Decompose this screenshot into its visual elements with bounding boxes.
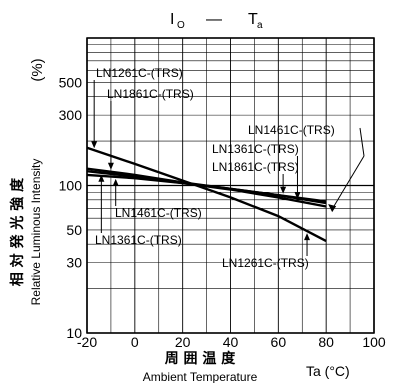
y-tick-label: 300 [59, 107, 83, 123]
label-arrow [294, 192, 301, 200]
y-tick-label: 30 [66, 255, 82, 271]
y-tick-label: 50 [66, 222, 82, 238]
title-dash: — [206, 11, 222, 28]
series-labels: LN1261C-(TRS) LN1861C-(TRS) LN1461C-(TRS) L… [91, 66, 365, 270]
x-tick-label: 80 [318, 334, 334, 350]
label-arrow [112, 178, 119, 186]
series-line [86, 146, 327, 243]
label-arrow [91, 141, 98, 149]
x-tick-label: 20 [175, 334, 191, 350]
series-label: LN1261C-(TRS) [222, 256, 309, 270]
series-label: LN1861C-(TRS) [212, 160, 299, 174]
label-arrow [107, 162, 114, 170]
y-tick-label: 10 [66, 325, 82, 341]
series-label: LN1361C-(TRS) [212, 142, 299, 156]
title-io-sub: O [177, 20, 185, 31]
series-label: LN1461C-(TRS) [248, 123, 335, 137]
x-tick-label: 40 [223, 334, 239, 350]
label-arrow [328, 204, 337, 213]
series-lines [86, 146, 327, 243]
series-label: LN1461C-(TRS) [115, 206, 202, 220]
y-axis-percent: (%) [29, 58, 46, 81]
series-label: LN1861C-(TRS) [107, 87, 194, 101]
x-axis-title-en: Ambient Temperature [143, 370, 258, 383]
title-ta-sub: a [257, 20, 263, 31]
label-leader [359, 127, 365, 157]
chart-title: I O — T a [170, 11, 263, 31]
y-axis-title-ja: 相 対 発 光 強 度 [9, 177, 26, 286]
series-label: LN1361C-(TRS) [95, 233, 182, 247]
title-io: I [170, 11, 174, 28]
series-line [86, 170, 327, 208]
label-leader [331, 155, 365, 210]
x-tick-label: 0 [131, 334, 139, 350]
x-tick-label: 100 [362, 334, 386, 350]
title-ta: T [248, 11, 258, 28]
plot-frame [86, 37, 375, 334]
grid [86, 37, 375, 334]
y-axis-title-en: Relative Luminous Intensity [29, 159, 43, 306]
x-axis-unit: Ta (°C) [306, 363, 350, 379]
x-tick-label: 60 [271, 334, 287, 350]
label-arrow [98, 174, 105, 182]
x-tick-label: -20 [77, 334, 97, 350]
x-axis-title-ja: 周 囲 温 度 [165, 350, 237, 367]
y-tick-label: 100 [59, 178, 83, 194]
y-tick-label: 500 [59, 74, 83, 90]
series-label: LN1261C-(TRS) [96, 66, 183, 80]
label-arrow [304, 233, 311, 241]
label-arrow [280, 186, 287, 194]
tick-labels: -20 0 20 40 60 80 100 500 300 100 50 30 10 [59, 74, 386, 350]
